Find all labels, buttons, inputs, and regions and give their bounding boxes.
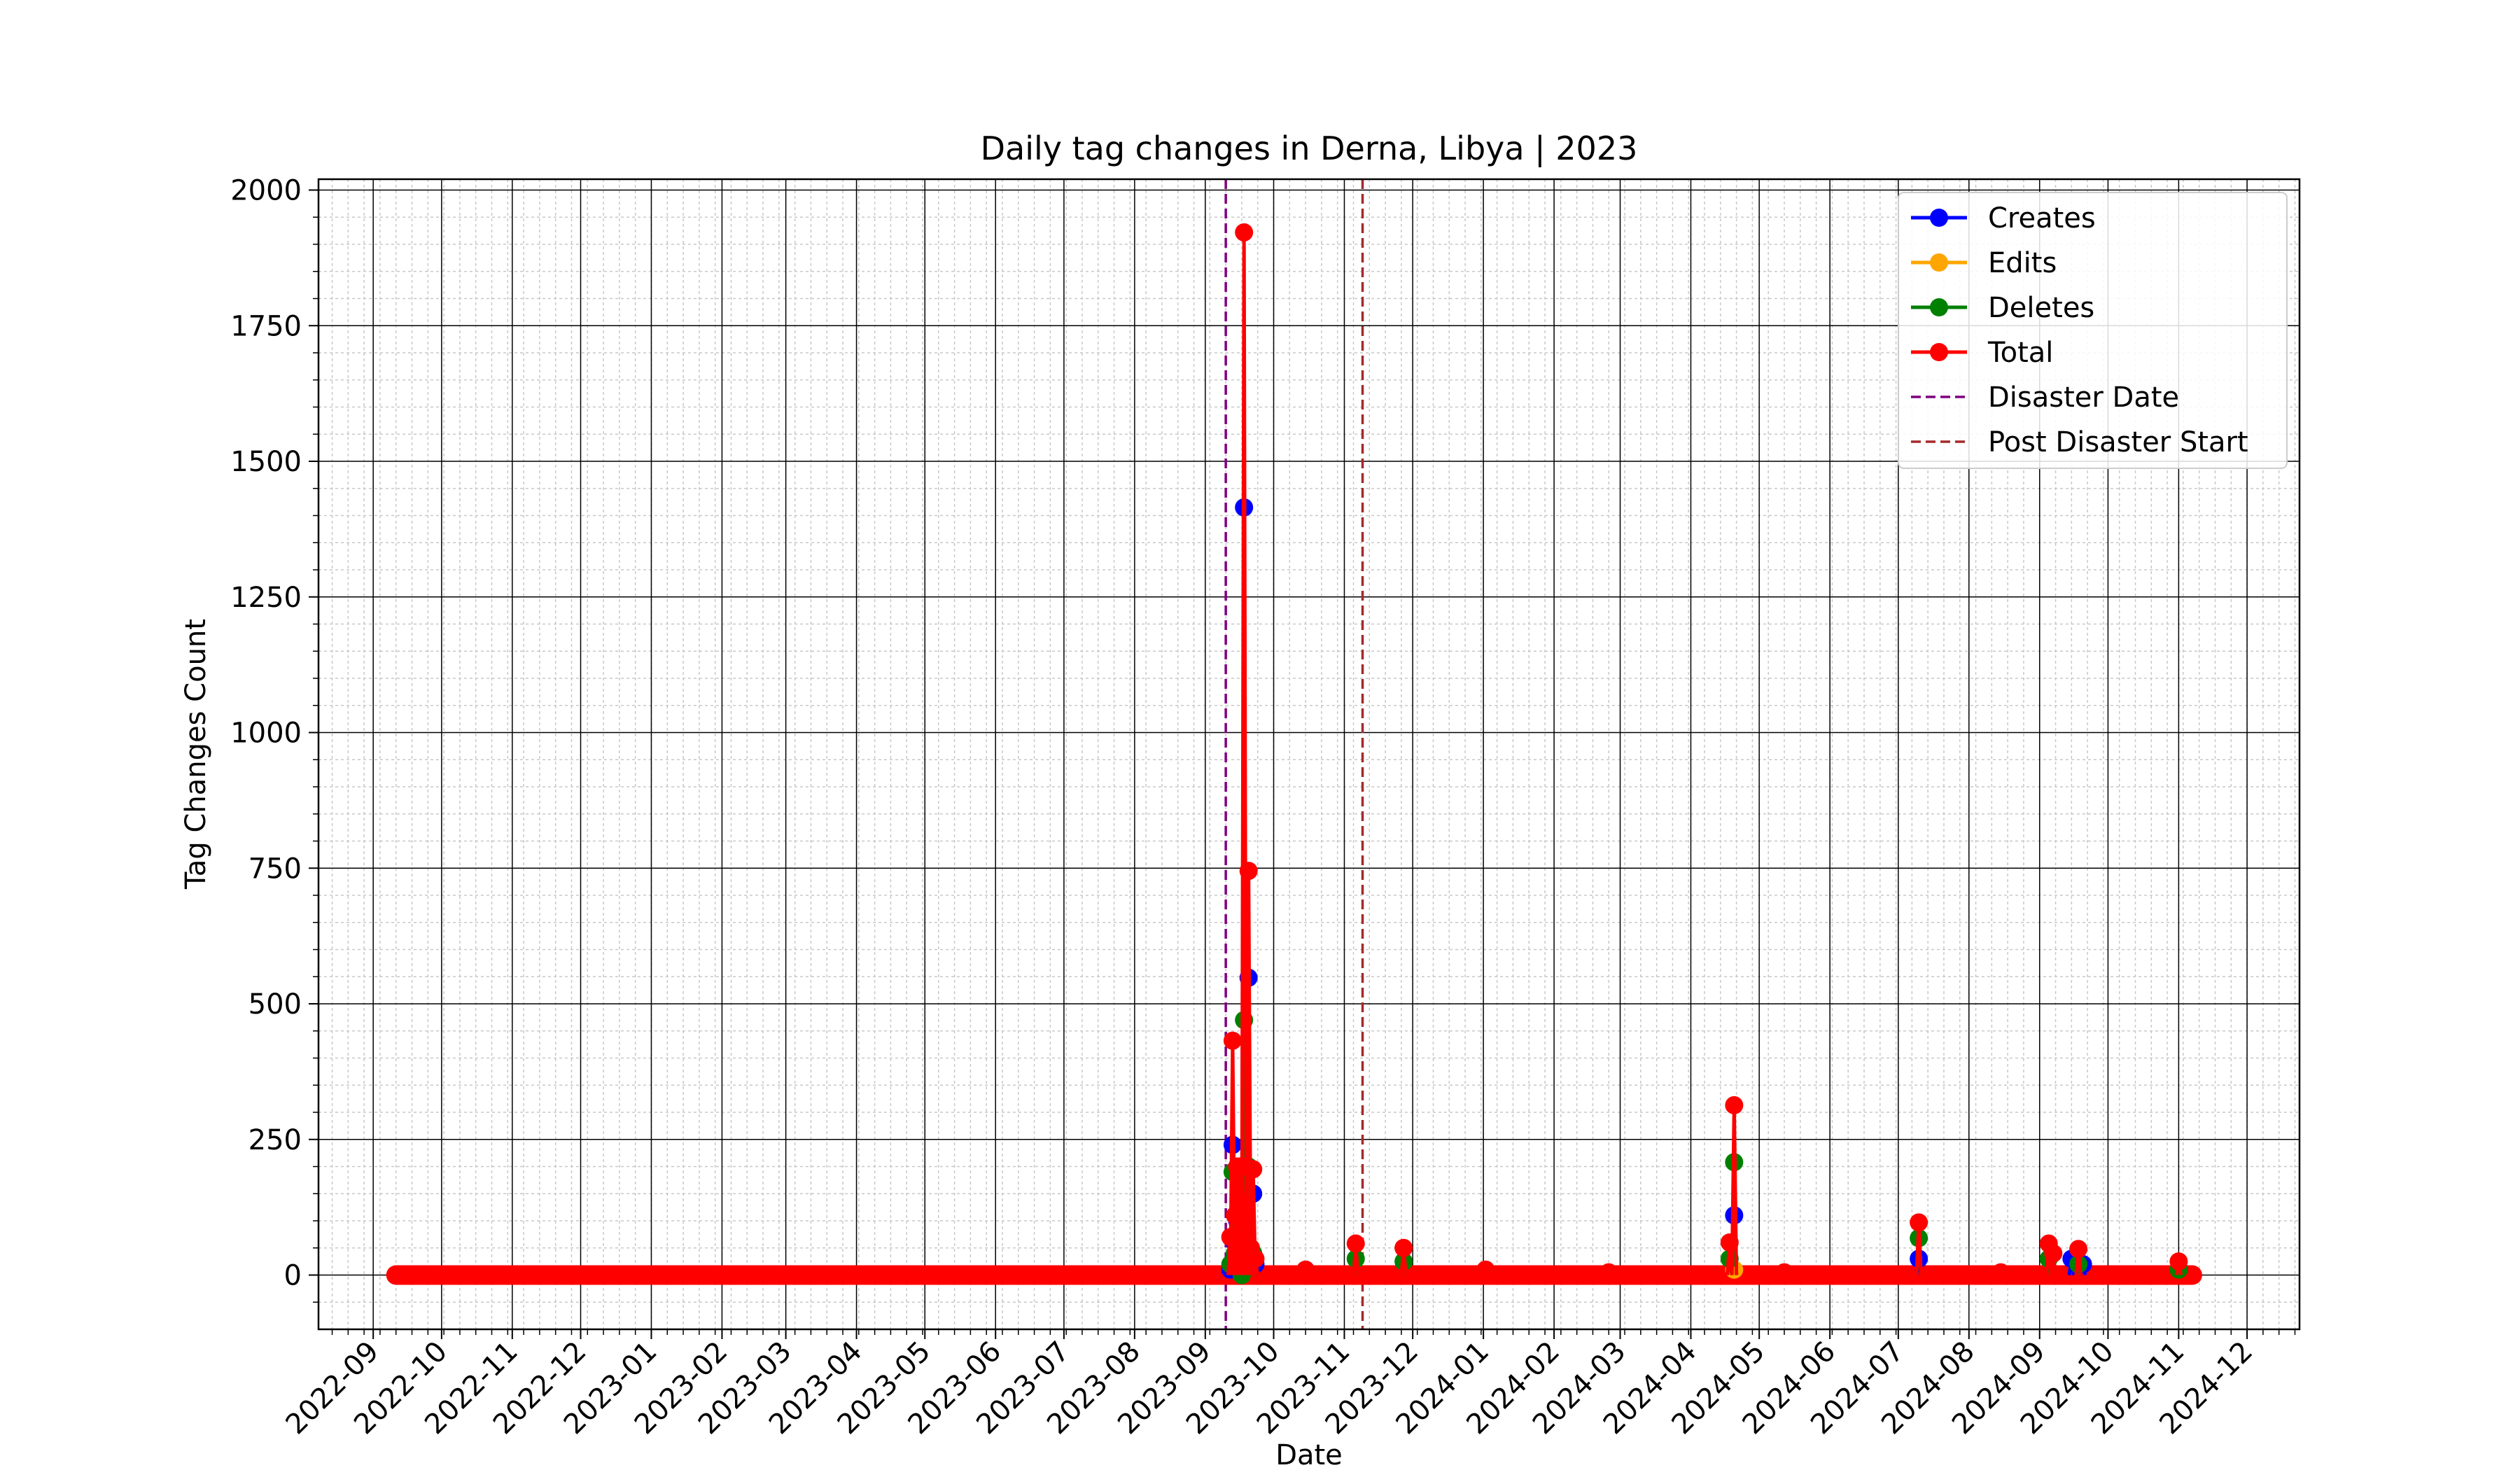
legend-label: Post Disaster Start — [1988, 426, 2248, 458]
data-point — [2044, 1244, 2063, 1263]
data-point — [1394, 1238, 1413, 1257]
data-point — [1775, 1263, 1794, 1282]
y-tick-label: 1750 — [230, 310, 302, 342]
data-point — [1991, 1263, 2010, 1282]
legend-label: Edits — [1988, 247, 2057, 279]
x-axis-label: Date — [1275, 1439, 1343, 1470]
data-point — [1600, 1263, 1618, 1282]
legend: Creates Edits Deletes Total Disaster Date Pos… — [1898, 192, 2288, 469]
y-tick-label: 250 — [248, 1124, 302, 1156]
legend-label: Total — [1987, 337, 2053, 369]
data-point — [2169, 1252, 2188, 1271]
legend-box — [1898, 192, 2288, 469]
y-tick-label: 1250 — [230, 582, 302, 614]
data-point — [1346, 1234, 1365, 1253]
y-tick-label: 0 — [284, 1260, 302, 1292]
data-point — [1910, 1213, 1928, 1232]
data-point — [1235, 223, 1254, 241]
data-point — [1226, 1206, 1245, 1225]
data-point — [1223, 1031, 1242, 1050]
chart-title: Daily tag changes in Derna, Libya | 2023 — [981, 130, 1638, 168]
data-point — [1725, 1096, 1744, 1114]
legend-label: Deletes — [1988, 292, 2094, 324]
y-tick-label: 750 — [248, 853, 302, 885]
y-axis: 0 250 500 750 1000 1250 1500 1750 2000 — [230, 175, 318, 1303]
legend-label: Creates — [1988, 202, 2096, 234]
legend-marker — [1930, 298, 1948, 316]
y-tick-label: 2000 — [230, 175, 302, 207]
major-grid — [318, 179, 2300, 1329]
y-tick-label: 1000 — [230, 718, 302, 750]
series-group — [1221, 223, 2188, 1284]
plot-frame — [317, 178, 2301, 1331]
y-axis-label: Tag Changes Count — [180, 619, 212, 890]
y-tick-label: 1500 — [230, 446, 302, 478]
data-point — [1232, 1222, 1251, 1241]
legend-marker — [1930, 209, 1948, 227]
data-point — [1720, 1233, 1739, 1252]
data-point — [1476, 1260, 1495, 1279]
legend-label: Disaster Date — [1988, 382, 2179, 414]
data-point — [1296, 1260, 1315, 1279]
y-tick-label: 500 — [248, 988, 302, 1021]
data-point — [1239, 862, 1258, 881]
data-point — [1244, 1160, 1263, 1179]
series-total — [1221, 223, 2188, 1282]
data-point — [1246, 1250, 1265, 1268]
legend-marker — [1930, 343, 1948, 361]
x-axis: 2022-092022-102022-112022-122023-012023-… — [280, 1329, 2296, 1441]
reference-lines — [1224, 179, 1364, 1329]
legend-marker — [1930, 253, 1948, 272]
data-point — [2069, 1240, 2088, 1259]
